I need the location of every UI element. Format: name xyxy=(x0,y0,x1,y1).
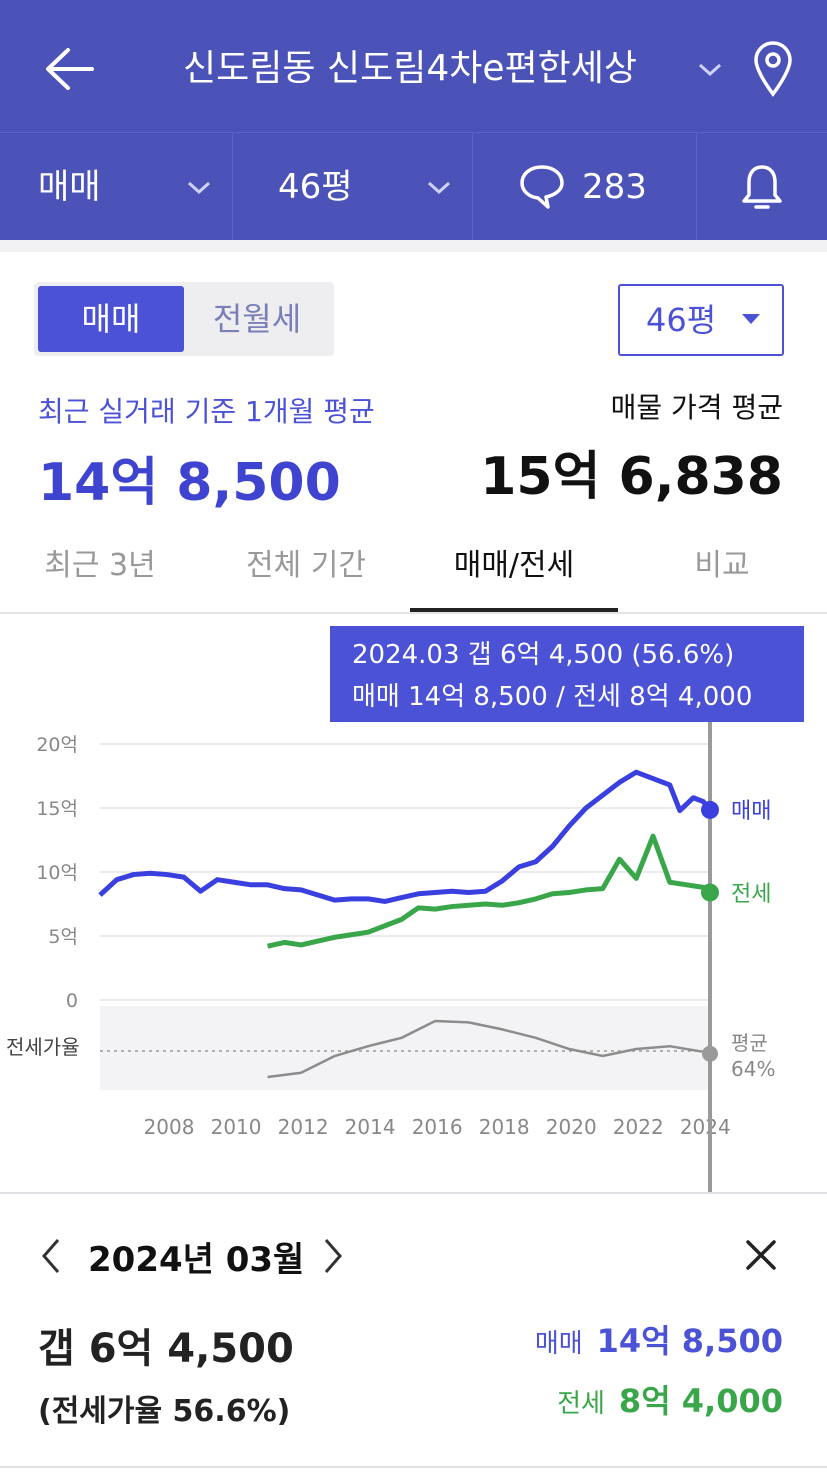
y-tick-label: 0 xyxy=(66,990,78,1012)
average-value: 64% xyxy=(731,1057,775,1081)
price-chart[interactable]: 20억 15억 10억 5억 0 2008 2010 2012 2014 2016 2018 202… xyxy=(0,614,827,1194)
x-tick-label: 2018 xyxy=(479,1115,530,1139)
tab-baseline xyxy=(0,612,827,614)
tab-compare[interactable]: 비교 xyxy=(694,548,750,583)
divider xyxy=(232,133,233,241)
chart-tooltip: 2024.03 갭 6억 4,500 (56.6%) 매매 14억 8,500 … xyxy=(330,626,804,722)
recent-average-price: 14억 8,500 xyxy=(38,453,341,513)
back-arrow-icon[interactable] xyxy=(44,46,96,92)
tab-all-period[interactable]: 전체 기간 xyxy=(246,548,366,583)
filter-bar: 매매 46평 283 xyxy=(0,132,827,241)
chevron-left-icon[interactable] xyxy=(36,1234,66,1278)
bottom-divider xyxy=(0,1466,827,1468)
recent-average-label: 최근 실거래 기준 1개월 평균 xyxy=(38,395,375,428)
y-tick-label: 20억 xyxy=(36,734,78,756)
chevron-right-icon[interactable] xyxy=(318,1234,348,1278)
jeonse-current-point xyxy=(701,883,719,902)
section-divider xyxy=(0,1192,827,1194)
divider xyxy=(696,133,697,241)
location-pin-icon[interactable] xyxy=(750,38,796,98)
comment-count[interactable]: 283 xyxy=(582,167,647,207)
trade-toggle: 매매 전월세 xyxy=(34,282,334,356)
jeonse-detail-label: 전세 xyxy=(557,1389,605,1419)
bell-icon[interactable] xyxy=(740,163,784,213)
gap-amount: 갭 6억 4,500 xyxy=(38,1326,294,1372)
x-tick-label: 2010 xyxy=(211,1115,262,1139)
sale-series-line xyxy=(98,769,712,904)
x-tick-label: 2016 xyxy=(412,1115,463,1139)
tab-active-indicator xyxy=(410,608,618,612)
y-tick-label: 10억 xyxy=(36,862,78,884)
section-gap xyxy=(0,240,827,252)
sale-current-point xyxy=(701,800,719,819)
sale-series-label: 매매 xyxy=(731,799,771,824)
apartment-title[interactable]: 신도림동 신도림4차e편한세상 xyxy=(183,48,637,89)
sale-detail-row: 매매 14억 8,500 xyxy=(535,1316,783,1362)
x-tick-label: 2024 xyxy=(680,1115,731,1139)
top-bar: 신도림동 신도림4차e편한세상 xyxy=(0,0,827,132)
tooltip-line-gap: 2024.03 갭 6억 4,500 (56.6%) xyxy=(352,640,735,670)
size-select[interactable]: 46평 xyxy=(278,167,353,207)
sale-detail-value: 14억 8,500 xyxy=(596,1322,783,1360)
toggle-sale[interactable]: 매매 xyxy=(38,286,184,352)
ratio-axis-label: 전세가율 xyxy=(6,1035,80,1059)
x-tick-label: 2022 xyxy=(613,1115,664,1139)
x-tick-label: 2012 xyxy=(278,1115,329,1139)
y-tick-label: 5억 xyxy=(48,926,78,948)
chevron-down-icon[interactable] xyxy=(696,56,724,82)
comment-icon[interactable] xyxy=(518,163,566,211)
trade-type-select[interactable]: 매매 xyxy=(38,167,101,207)
tab-recent-3y[interactable]: 최근 3년 xyxy=(44,548,156,583)
average-label: 평균 xyxy=(731,1031,768,1055)
ratio-current-point xyxy=(702,1045,718,1062)
chevron-down-icon xyxy=(187,181,211,195)
jeonse-series-line xyxy=(267,833,712,949)
x-tick-label: 2008 xyxy=(144,1115,195,1139)
x-tick-label: 2020 xyxy=(546,1115,597,1139)
toggle-rent[interactable]: 전월세 xyxy=(212,300,302,338)
selected-month: 2024년 03월 xyxy=(88,1240,305,1280)
divider xyxy=(472,133,473,241)
listing-average-label: 매물 가격 평균 xyxy=(610,391,783,424)
close-icon[interactable] xyxy=(742,1236,780,1274)
ratio-band xyxy=(100,1006,710,1090)
caret-down-icon xyxy=(742,314,760,324)
jeonse-detail-value: 8억 4,000 xyxy=(618,1382,783,1420)
tooltip-line-prices: 매매 14억 8,500 / 전세 8억 4,000 xyxy=(352,682,753,712)
y-tick-label: 15억 xyxy=(36,798,78,820)
chevron-down-icon xyxy=(427,181,451,195)
listing-average-price: 15억 6,838 xyxy=(480,447,783,507)
tab-sale-jeonse[interactable]: 매매/전세 xyxy=(453,548,575,583)
sale-detail-label: 매매 xyxy=(534,1329,583,1359)
jeonse-detail-row: 전세 8억 4,000 xyxy=(557,1376,783,1422)
jeonse-series-label: 전세 xyxy=(731,882,771,907)
ratio-series-line xyxy=(267,1019,711,1079)
x-tick-label: 2014 xyxy=(345,1115,396,1139)
jeonse-ratio: (전세가율 56.6%) xyxy=(38,1394,291,1429)
size-dropdown-value: 46평 xyxy=(646,301,717,339)
size-dropdown[interactable]: 46평 xyxy=(618,284,784,356)
